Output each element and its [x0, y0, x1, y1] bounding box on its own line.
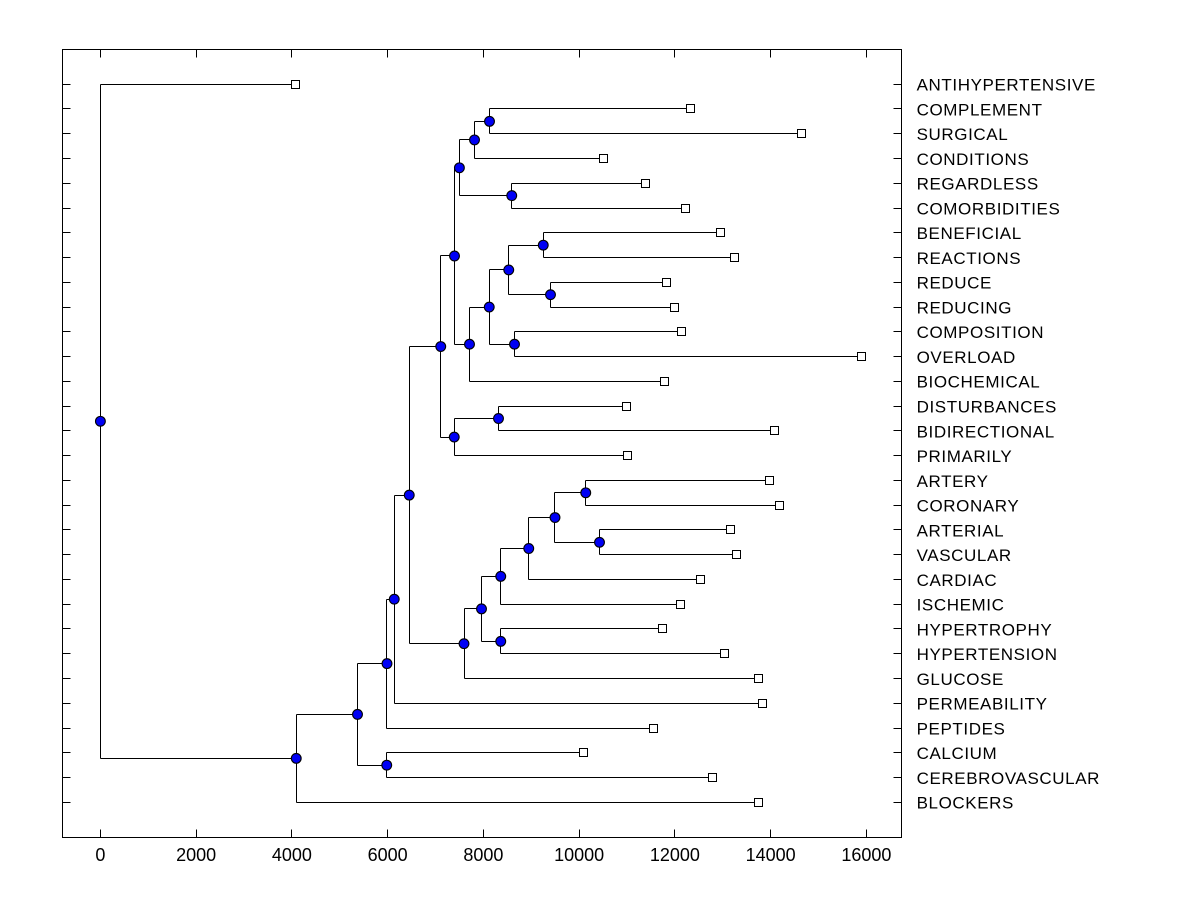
svg-text:10000: 10000: [554, 845, 604, 865]
svg-text:BIOCHEMICAL: BIOCHEMICAL: [917, 373, 1041, 392]
svg-text:PERMEABILITY: PERMEABILITY: [917, 695, 1048, 714]
svg-text:COMPOSITION: COMPOSITION: [917, 323, 1045, 342]
svg-text:BLOCKERS: BLOCKERS: [917, 794, 1014, 813]
svg-text:DISTURBANCES: DISTURBANCES: [917, 398, 1057, 417]
svg-text:HYPERTENSION: HYPERTENSION: [917, 645, 1058, 664]
svg-text:PRIMARILY: PRIMARILY: [917, 447, 1013, 466]
svg-text:2000: 2000: [176, 845, 216, 865]
svg-text:BENEFICIAL: BENEFICIAL: [917, 224, 1022, 243]
svg-text:6000: 6000: [368, 845, 408, 865]
svg-text:REGARDLESS: REGARDLESS: [917, 175, 1039, 194]
svg-text:REACTIONS: REACTIONS: [917, 249, 1022, 268]
svg-text:CONDITIONS: CONDITIONS: [917, 150, 1030, 169]
svg-text:CARDIAC: CARDIAC: [917, 571, 998, 590]
svg-text:COMORBIDITIES: COMORBIDITIES: [917, 199, 1061, 218]
svg-text:ANTIHYPERTENSIVE: ANTIHYPERTENSIVE: [917, 76, 1096, 95]
svg-text:SURGICAL: SURGICAL: [917, 125, 1009, 144]
svg-text:HYPERTROPHY: HYPERTROPHY: [917, 620, 1053, 639]
svg-text:REDUCING: REDUCING: [917, 298, 1012, 317]
svg-text:COMPLEMENT: COMPLEMENT: [917, 100, 1043, 119]
svg-text:VASCULAR: VASCULAR: [917, 546, 1012, 565]
svg-text:REDUCE: REDUCE: [917, 274, 992, 293]
svg-text:CALCIUM: CALCIUM: [917, 744, 998, 763]
svg-text:OVERLOAD: OVERLOAD: [917, 348, 1016, 367]
svg-text:ARTERY: ARTERY: [917, 472, 989, 491]
svg-text:CORONARY: CORONARY: [917, 497, 1020, 516]
svg-text:4000: 4000: [272, 845, 312, 865]
svg-text:16000: 16000: [841, 845, 891, 865]
svg-text:PEPTIDES: PEPTIDES: [917, 719, 1006, 738]
svg-text:ARTERIAL: ARTERIAL: [917, 521, 1005, 540]
svg-text:BIDIRECTIONAL: BIDIRECTIONAL: [917, 422, 1055, 441]
svg-text:8000: 8000: [463, 845, 503, 865]
svg-text:12000: 12000: [650, 845, 700, 865]
svg-text:GLUCOSE: GLUCOSE: [917, 670, 1004, 689]
svg-text:14000: 14000: [746, 845, 796, 865]
svg-text:0: 0: [95, 845, 105, 865]
svg-text:CEREBROVASCULAR: CEREBROVASCULAR: [917, 769, 1100, 788]
svg-text:ISCHEMIC: ISCHEMIC: [917, 596, 1005, 615]
